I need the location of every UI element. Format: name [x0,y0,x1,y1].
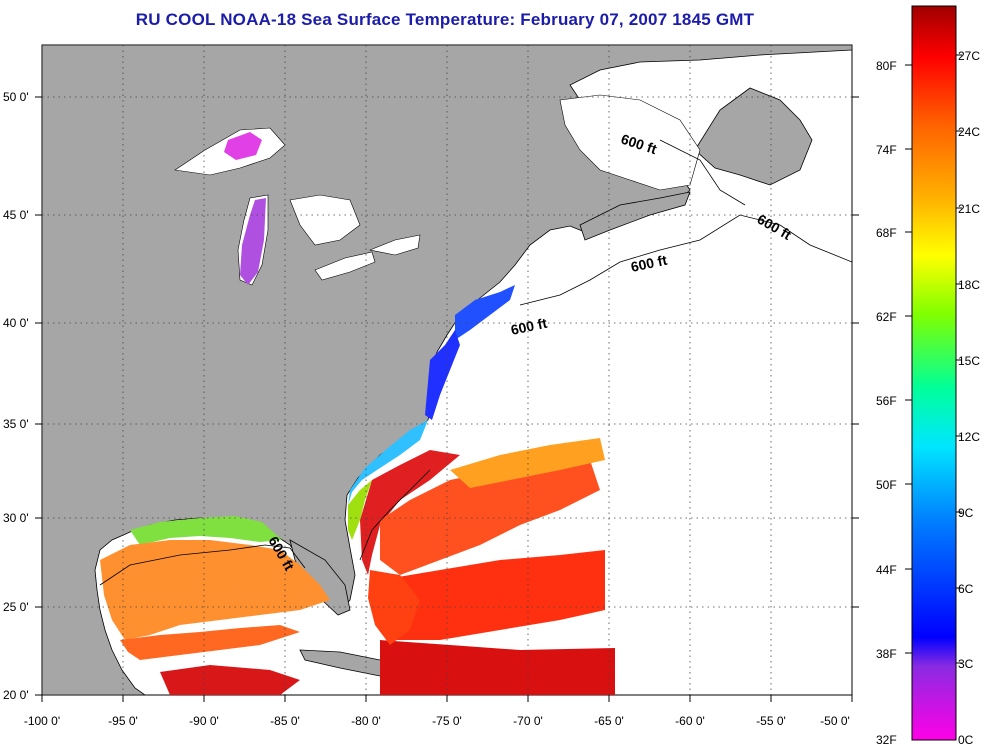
colorbar-ticks [905,54,962,664]
sst-carolina-shelf [348,420,428,505]
sst-gulf-stream [360,450,460,575]
lon-label-65w: -65 0' [594,714,624,728]
lon-label-80w: -80 0' [351,714,381,728]
sst-gulf-shelf-north [130,516,282,545]
lake-ontario [368,234,421,256]
lon-label-85w: -85 0' [270,714,300,728]
cb-c-9: 9C [958,506,974,520]
sst-bahamas [368,570,420,645]
depth-label-2: 600 ft [629,252,668,275]
lat-label-40n: 40 0' [3,316,29,330]
land-newfoundland [694,87,813,186]
sst-florida-shelf [348,480,372,540]
lat-label-30n: 30 0' [3,511,29,525]
cb-f-74: 74F [876,143,897,157]
lon-label-75w: -75 0' [432,714,462,728]
lake-erie [314,251,376,281]
sst-gulf-of-mexico [100,540,330,640]
depth-label-4: 600 ft [509,315,548,338]
cb-f-56: 56F [876,394,897,408]
depth-contours [99,139,852,586]
sst-caribbean [380,640,615,695]
cb-f-32: 32F [876,733,897,747]
map-title: RU COOL NOAA-18 Sea Surface Temperature:… [135,10,755,29]
lat-label-50n: 50 0' [3,90,29,104]
sst-lake-michigan [240,198,266,285]
cb-c-0: 0C [958,733,974,747]
cb-f-62: 62F [876,310,897,324]
cb-c-15: 15C [958,354,981,368]
lake-huron [289,194,361,246]
cb-f-38: 38F [876,647,897,661]
sst-data [100,132,615,695]
sst-yucatan [160,665,300,695]
lat-label-35n: 35 0' [3,417,29,431]
sst-atlantic-south [380,550,605,640]
sst-atlantic-warm [380,460,600,575]
cb-f-68: 68F [876,226,897,240]
lon-label-55w: -55 0' [756,714,786,728]
lon-label-60w: -60 0' [675,714,705,728]
lon-label-100w: -100 0' [24,714,60,728]
cb-c-6: 6C [958,582,974,596]
cb-c-21: 21C [958,202,981,216]
lon-label-70w: -70 0' [513,714,543,728]
sst-atlantic-orange [450,438,605,488]
cb-c-24: 24C [958,125,981,139]
lat-label-45n: 45 0' [3,208,29,222]
cb-c-12: 12C [958,430,981,444]
cb-f-80: 80F [876,59,897,73]
lon-label-50w: -50 0' [820,714,850,728]
gulf-st-lawrence [559,94,701,191]
lon-label-95w: -95 0' [108,714,138,728]
sst-gulf-of-maine [455,285,515,340]
cb-c-18: 18C [958,278,981,292]
cb-f-44: 44F [876,563,897,577]
lat-label-20n: 20 0' [3,688,29,702]
lat-label-25n: 25 0' [3,600,29,614]
cb-f-50: 50F [876,478,897,492]
sst-mid-atlantic [425,330,460,420]
graticule [42,45,852,695]
sst-gulf-south [120,625,300,660]
lon-label-90w: -90 0' [189,714,219,728]
cb-c-3: 3C [958,657,974,671]
cb-c-27: 27C [958,49,981,63]
sst-lake-superior [224,132,262,160]
land-nova-scotia [579,191,691,241]
colorbar [911,5,957,741]
